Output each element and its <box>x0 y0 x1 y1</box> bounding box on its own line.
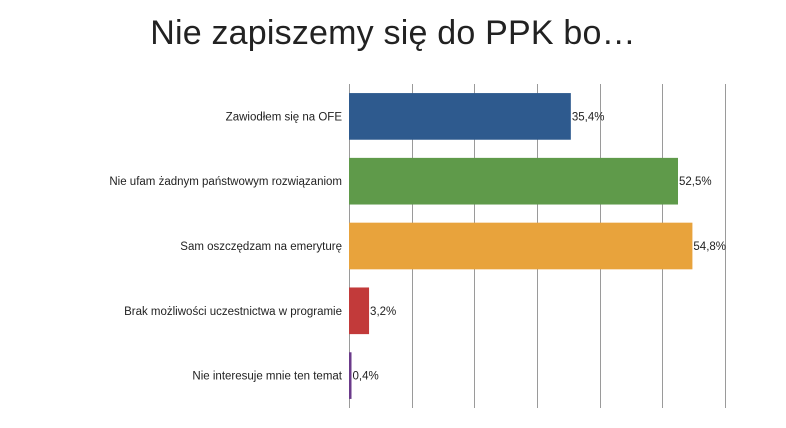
bar <box>349 222 693 270</box>
bars <box>349 93 693 399</box>
value-label: 0,4% <box>353 371 379 383</box>
bar <box>349 352 352 399</box>
value-label: 52,5% <box>679 176 712 188</box>
category-label: Nie interesuje mnie ten temat <box>192 371 342 383</box>
value-label: 3,2% <box>370 306 396 318</box>
chart-title: Nie zapiszemy się do PPK bo… <box>150 14 636 52</box>
value-label: 35,4% <box>572 111 605 123</box>
bar <box>349 287 370 335</box>
category-label: Zawiodłem się na OFE <box>226 111 343 123</box>
bar <box>349 93 571 140</box>
bar <box>349 157 678 205</box>
category-label: Sam oszczędzam na emeryturę <box>180 241 342 253</box>
value-label: 54,8% <box>693 241 726 253</box>
labels: Zawiodłem się na OFE 35,4% Nie ufam żadnym… <box>109 111 726 382</box>
category-label: Nie ufam żadnym państwowym rozwiązaniom <box>109 176 342 188</box>
category-label: Brak możliwości uczestnictwa w programie <box>124 306 342 318</box>
